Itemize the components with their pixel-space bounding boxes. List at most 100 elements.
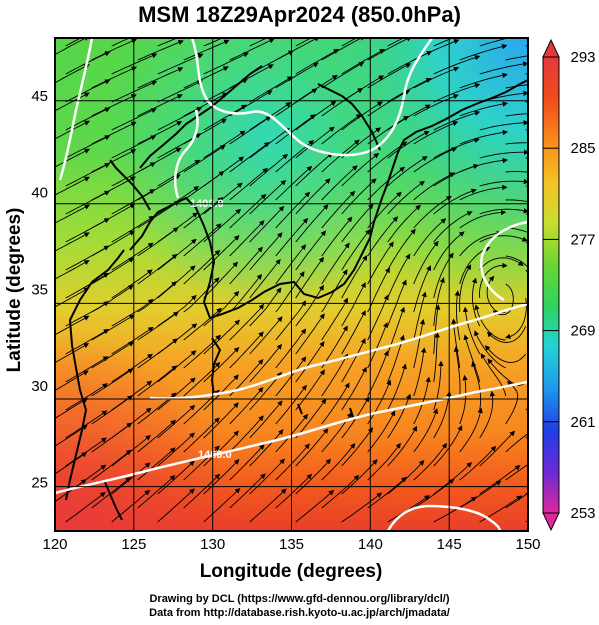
- streamline: [65, 38, 82, 47]
- streamline: [229, 141, 270, 173]
- streamline: [111, 162, 156, 187]
- streamline: [321, 297, 348, 341]
- streamline: [433, 211, 473, 243]
- streamline: [249, 488, 287, 523]
- streamline: [137, 67, 184, 89]
- streamline: [249, 371, 283, 411]
- streamline: [65, 79, 111, 103]
- streamline: [471, 361, 482, 411]
- streamline: [295, 284, 325, 327]
- streamline: [387, 393, 412, 439]
- streamline: [203, 208, 242, 243]
- streamline: [413, 347, 427, 397]
- streamline: [65, 272, 109, 299]
- plot-frame: [54, 37, 529, 532]
- x-tick-label: 120: [42, 536, 67, 553]
- streamline: [505, 113, 528, 117]
- streamline: [275, 244, 307, 285]
- streamline: [275, 165, 313, 201]
- streamline: [341, 282, 366, 327]
- streamline: [249, 343, 283, 383]
- streamline: [433, 390, 452, 439]
- streamline: [275, 473, 313, 509]
- x-tick-label: 130: [200, 536, 225, 553]
- streamline: [367, 379, 392, 425]
- streamline: [91, 66, 138, 89]
- y-tick-label: 30: [31, 378, 48, 395]
- streamline: [505, 297, 527, 339]
- streamline: [203, 319, 241, 355]
- y-tick-label: 25: [31, 475, 48, 492]
- streamline: [321, 113, 362, 145]
- streamline: [295, 398, 327, 439]
- streamline: [295, 230, 327, 271]
- streamline: [479, 120, 528, 131]
- streamline: [229, 116, 272, 145]
- streamline: [367, 63, 412, 89]
- streamline: [459, 44, 508, 61]
- streamline: [341, 49, 386, 75]
- y-axis-label: Latitude (degrees): [4, 208, 25, 373]
- streamline: [492, 283, 514, 316]
- streamline: [183, 144, 226, 173]
- streamline: [479, 208, 528, 215]
- streamline: [479, 178, 528, 187]
- streamline: [229, 38, 275, 61]
- streamline: [183, 39, 230, 61]
- streamline: [433, 304, 441, 355]
- streamline: [505, 380, 519, 425]
- streamline: [413, 265, 431, 313]
- streamline: [295, 256, 324, 299]
- streamline: [203, 402, 239, 439]
- streamline: [183, 171, 225, 201]
- streamline: [203, 346, 240, 383]
- streamline: [479, 257, 524, 271]
- streamline: [463, 334, 481, 383]
- streamline: [295, 204, 329, 243]
- streamline: [65, 218, 110, 243]
- streamline: [413, 240, 439, 285]
- streamline: [183, 223, 222, 257]
- streamline: [229, 415, 264, 453]
- streamline: [157, 432, 195, 467]
- streamline: [479, 430, 516, 467]
- streamline: [474, 304, 506, 341]
- streamline: [229, 303, 264, 341]
- streamline: [433, 332, 440, 383]
- streamline: [413, 408, 439, 453]
- streamline: [451, 318, 461, 369]
- x-tick-label: 145: [437, 536, 462, 553]
- streamline: [55, 260, 90, 280]
- streamline: [413, 147, 458, 173]
- streamline: [433, 188, 477, 215]
- streamline: [91, 422, 133, 453]
- streamline: [55, 315, 90, 336]
- y-tick-label: 35: [31, 281, 48, 298]
- streamline: [487, 358, 526, 386]
- streamline: [367, 410, 396, 453]
- streamline: [413, 291, 427, 341]
- streamline: [367, 322, 388, 369]
- streamline: [367, 89, 411, 117]
- streamline: [295, 369, 325, 411]
- streamline: [55, 287, 90, 308]
- streamline: [55, 452, 88, 475]
- streamline: [479, 149, 528, 159]
- streamline: [91, 149, 137, 173]
- streamline: [55, 176, 91, 196]
- streamline: [321, 474, 360, 509]
- streamline: [367, 38, 412, 61]
- streamline: [157, 80, 203, 103]
- colorbar-tick-label: 253: [570, 505, 595, 522]
- y-tick-label: 45: [31, 88, 48, 105]
- streamline: [249, 287, 282, 327]
- streamline: [275, 356, 307, 397]
- streamline: [295, 178, 331, 215]
- streamline: [229, 220, 265, 257]
- colorbar-tick-label: 293: [570, 49, 595, 66]
- streamline: [321, 190, 356, 229]
- streamline: [459, 129, 509, 145]
- streamline: [137, 311, 179, 341]
- contour-1400: [190, 38, 434, 157]
- streamline: [459, 246, 491, 285]
